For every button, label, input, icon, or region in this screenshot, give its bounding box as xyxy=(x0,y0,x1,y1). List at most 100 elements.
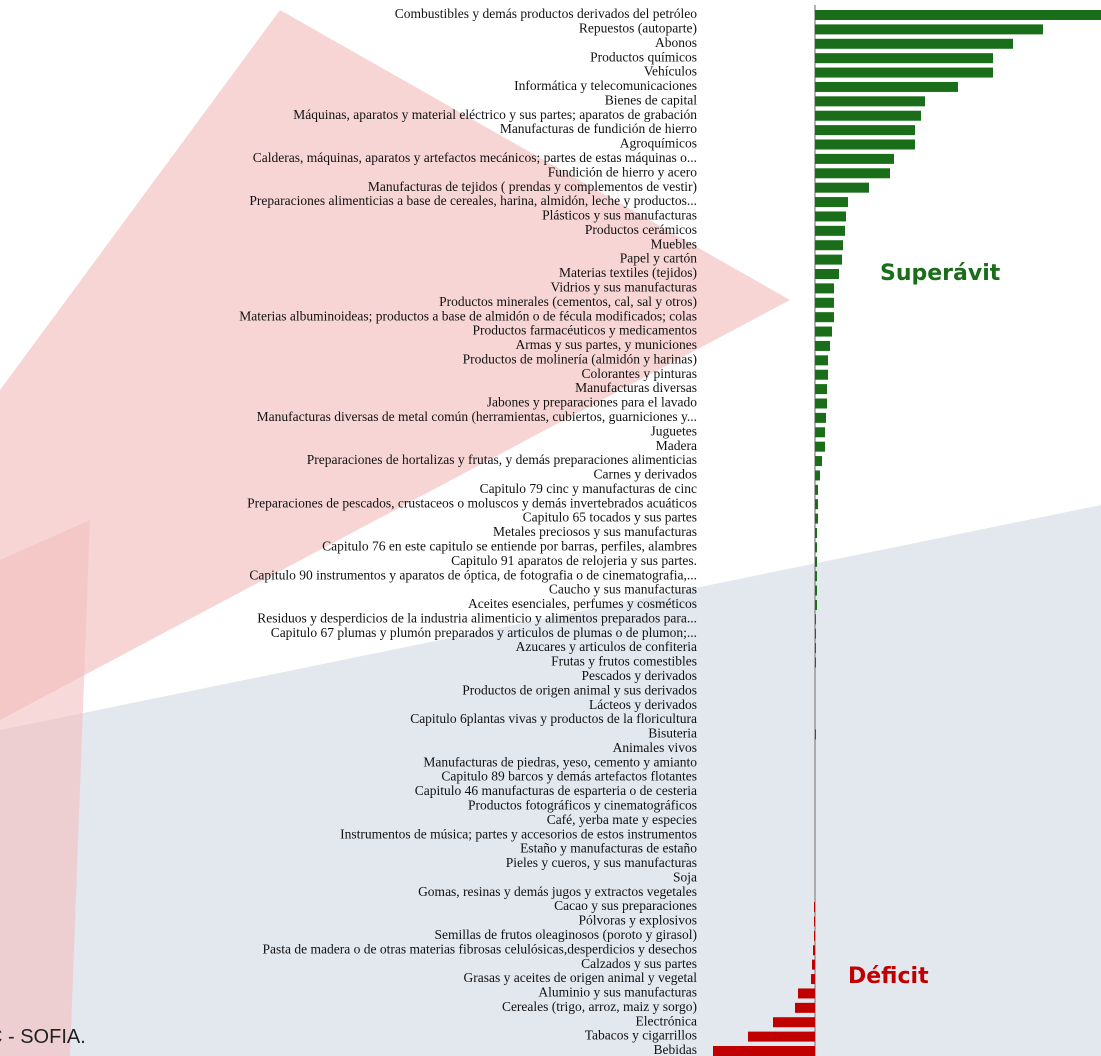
bar xyxy=(815,412,826,423)
category-label: Capitulo 67 plumas y plumón preparados y… xyxy=(271,625,697,640)
category-label: Productos cerámicos xyxy=(585,222,697,237)
bar xyxy=(815,441,825,452)
category-label: Calzados y sus partes xyxy=(581,956,697,971)
category-label: Bienes de capital xyxy=(605,92,697,107)
bar xyxy=(814,902,815,913)
category-label: Combustibles y demás productos derivados… xyxy=(395,6,697,21)
category-label: Aluminio y sus manufacturas xyxy=(538,985,697,1000)
category-label: Electrónica xyxy=(636,1013,697,1028)
category-label: Preparaciones de pescados, crustaceos o … xyxy=(247,495,697,510)
category-label: Calderas, máquinas, aparatos y artefacto… xyxy=(253,150,697,165)
category-label: Productos químicos xyxy=(590,49,697,64)
bar xyxy=(815,657,816,668)
category-label: Productos de molinería (almidón y harina… xyxy=(463,351,697,366)
bar xyxy=(815,139,915,150)
category-label: Capitulo 90 instrumentos y aparatos de ó… xyxy=(249,567,697,582)
category-label: Capitulo 91 aparatos de relojeria y sus … xyxy=(451,553,697,568)
bar xyxy=(815,153,894,164)
category-label: Productos fotográficos y cinematográfico… xyxy=(468,797,697,812)
category-label: Semillas de frutos oleaginosos (poroto y… xyxy=(435,927,697,942)
category-label: Capitulo 65 tocados y sus partes xyxy=(523,510,697,525)
category-label: Productos minerales (cementos, cal, sal … xyxy=(439,294,697,309)
category-label: Repuestos (autoparte) xyxy=(579,20,697,35)
bar xyxy=(812,959,815,970)
bar xyxy=(815,571,817,582)
bar xyxy=(795,1002,815,1013)
category-label: Café, yerba mate y especies xyxy=(547,812,697,827)
bar xyxy=(815,96,925,107)
bar xyxy=(815,355,828,366)
bar xyxy=(815,254,842,265)
bar xyxy=(773,1017,815,1028)
category-label: Gomas, resinas y demás jugos y extractos… xyxy=(418,884,697,899)
category-label: Animales vivos xyxy=(613,740,697,755)
bar xyxy=(815,585,817,596)
bar xyxy=(815,427,825,438)
category-label: Vehículos xyxy=(644,64,697,79)
category-label: Colorantes y pinturas xyxy=(582,366,697,381)
category-label: Vidrios y sus manufacturas xyxy=(550,279,697,294)
category-label: Capitulo 46 manufacturas de esparteria o… xyxy=(415,783,697,798)
bar xyxy=(815,297,834,308)
category-label: Pasta de madera o de otras materias fibr… xyxy=(263,941,697,956)
bar xyxy=(815,168,890,179)
bar xyxy=(815,10,1101,20)
annotation: Superávit xyxy=(880,261,1001,286)
bar xyxy=(815,384,827,395)
bar xyxy=(814,930,815,941)
category-label: Capitulo 6plantas vivas y productos de l… xyxy=(410,711,697,726)
category-label: Manufacturas diversas xyxy=(575,380,697,395)
bar xyxy=(815,197,848,208)
category-label: Pescados y derivados xyxy=(582,668,697,683)
category-label: Pólvoras y explosivos xyxy=(578,913,697,928)
bar xyxy=(713,1046,815,1056)
category-label: Capitulo 76 en este capitulo se entiende… xyxy=(322,538,697,553)
bar xyxy=(815,628,816,639)
bar xyxy=(815,470,820,481)
bar xyxy=(811,974,815,985)
category-label: Madera xyxy=(656,438,697,453)
category-label: Productos farmacéuticos y medicamentos xyxy=(472,323,697,338)
category-label: Capitulo 79 cinc y manufacturas de cinc xyxy=(480,481,697,496)
category-label: Tabacos y cigarrillos xyxy=(585,1028,697,1043)
category-label: Máquinas, aparatos y material eléctrico … xyxy=(293,107,697,122)
category-label: Preparaciones de hortalizas y frutas, y … xyxy=(307,452,697,467)
bar xyxy=(815,528,817,538)
category-label: Instrumentos de música; partes y accesor… xyxy=(340,826,697,841)
bar xyxy=(815,499,818,510)
bar xyxy=(815,369,828,380)
category-label: Armas y sus partes, y municiones xyxy=(516,337,697,352)
bar xyxy=(815,340,830,351)
category-label: Soja xyxy=(673,869,697,884)
category-label: Grasas y aceites de origen animal y vege… xyxy=(463,970,697,985)
background-shape xyxy=(0,505,1101,1056)
category-label: Manufacturas de tejidos ( prendas y comp… xyxy=(368,179,697,194)
bar xyxy=(815,38,1013,49)
category-label: Azucares y articulos de confiteria xyxy=(516,639,697,654)
bar xyxy=(815,81,958,92)
category-label: Abonos xyxy=(655,35,697,50)
category-label: Informática y telecomunicaciones xyxy=(514,78,697,93)
bar xyxy=(815,484,818,495)
bar xyxy=(815,729,816,740)
category-label: Carnes y derivados xyxy=(594,467,697,482)
category-label: Papel y cartón xyxy=(620,251,697,266)
category-label: Estaño y manufacturas de estaño xyxy=(520,841,697,856)
bar xyxy=(815,240,843,251)
category-label: Caucho y sus manufacturas xyxy=(549,582,697,597)
category-label: Plásticos y sus manufacturas xyxy=(542,208,697,223)
category-label: Manufacturas de piedras, yeso, cemento y… xyxy=(423,754,697,769)
bar xyxy=(748,1031,815,1042)
category-label: Pieles y cueros, y sus manufacturas xyxy=(506,855,697,870)
bar xyxy=(815,326,832,337)
category-label: Metales preciosos y sus manufacturas xyxy=(493,524,697,539)
category-label: Residuos y desperdicios de la industria … xyxy=(257,610,697,625)
bar xyxy=(815,125,915,136)
category-label: Lácteos y derivados xyxy=(589,697,697,712)
bar xyxy=(815,182,869,193)
bar xyxy=(815,110,921,121)
bar xyxy=(798,988,815,999)
bar xyxy=(815,643,816,654)
